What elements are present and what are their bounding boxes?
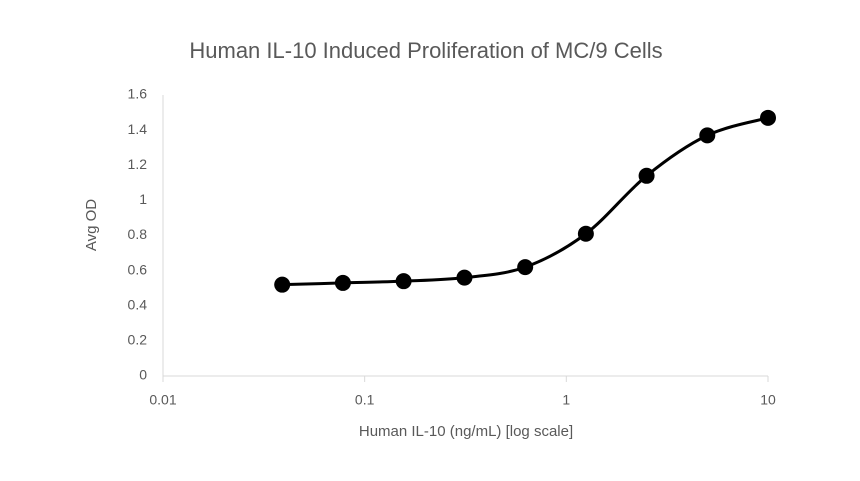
data-point: [456, 269, 473, 286]
y-tick-label: 0.6: [128, 261, 148, 277]
x-tick-label: 0.1: [355, 392, 375, 408]
x-tick-label: 10: [760, 392, 776, 408]
y-tick-label: 0: [139, 367, 147, 383]
x-axis-title: Human IL-10 (ng/mL) [log scale]: [359, 423, 573, 440]
data-point: [395, 273, 412, 290]
x-tick-label: 1: [562, 392, 570, 408]
y-axis-title: Avg OD: [83, 199, 100, 251]
y-tick-label: 1.2: [128, 156, 148, 172]
data-point: [274, 276, 291, 293]
data-point: [517, 259, 534, 276]
data-point: [699, 127, 716, 144]
y-tick-label: 1.6: [128, 86, 148, 102]
x-tick-label: 0.01: [149, 392, 176, 408]
chart-title: Human IL-10 Induced Proliferation of MC/…: [189, 38, 662, 63]
y-tick-label: 0.4: [128, 296, 148, 312]
y-tick-label: 1.4: [128, 121, 148, 137]
data-point: [638, 167, 655, 184]
y-tick-label: 0.2: [128, 332, 148, 348]
data-point: [760, 109, 776, 126]
y-tick-label: 0.8: [128, 226, 148, 242]
y-tick-label: 1: [139, 191, 147, 207]
data-point: [334, 274, 351, 291]
data-point: [577, 225, 594, 242]
